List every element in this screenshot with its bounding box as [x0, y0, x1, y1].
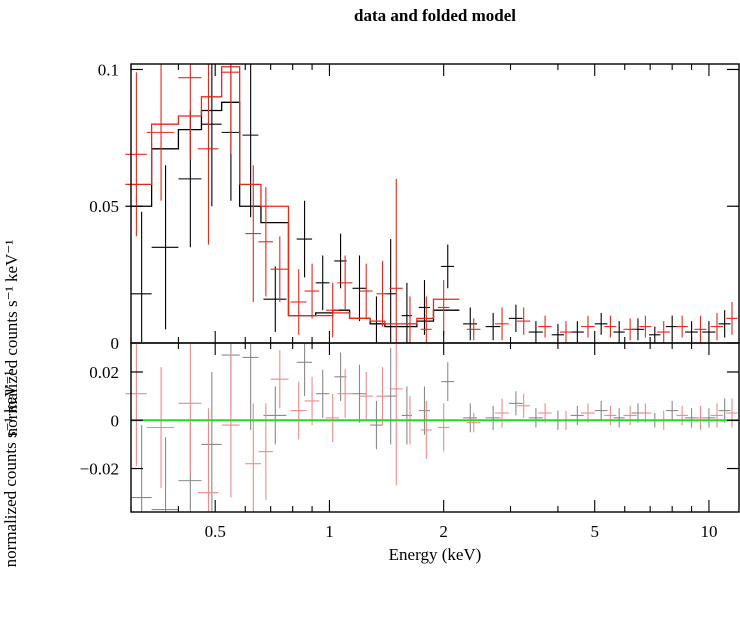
x-tick-label: 5 [590, 522, 599, 541]
y-tick-label: 0 [111, 411, 120, 430]
y-tick-label: 0.02 [89, 363, 119, 382]
x-tick-label: 0.5 [205, 522, 226, 541]
chart-title: data and folded model [354, 6, 516, 25]
model-line-1 [125, 66, 460, 325]
y-tick-label: 0.05 [89, 197, 119, 216]
x-axis-label: Energy (keV) [388, 545, 482, 564]
y-tick-label: −0.02 [80, 460, 119, 479]
y-tick-label: 0 [111, 334, 120, 353]
x-tick-label: 1 [325, 522, 334, 541]
x-tick-label: 2 [439, 522, 448, 541]
model-line-0 [125, 101, 460, 328]
plot-frame-1 [130, 342, 740, 513]
spectrum-figure: 0 0.05 0.1 0.02 0 −0.02 0.5 1 2 5 10 [80, 60, 740, 541]
x-tick-label: 10 [700, 522, 717, 541]
y-tick-label: 0.1 [98, 60, 119, 79]
